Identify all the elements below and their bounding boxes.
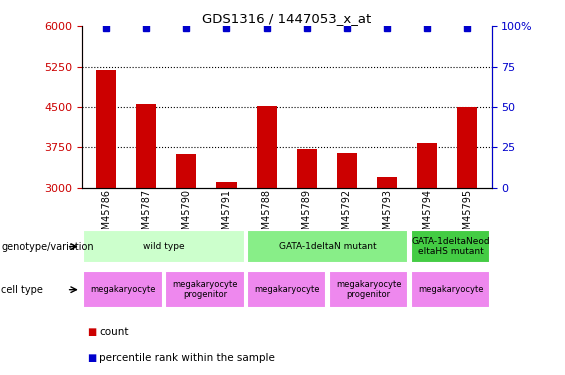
Bar: [216, 182, 237, 188]
Bar: [458, 107, 477, 188]
Text: wild type: wild type: [143, 242, 185, 251]
Title: GDS1316 / 1447053_x_at: GDS1316 / 1447053_x_at: [202, 12, 371, 25]
Text: ■: ■: [88, 353, 97, 363]
Text: megakaryocyte
progenitor: megakaryocyte progenitor: [336, 280, 401, 299]
Text: count: count: [99, 327, 128, 337]
Bar: [247, 230, 408, 263]
Text: megakaryocyte
progenitor: megakaryocyte progenitor: [172, 280, 237, 299]
Text: cell type: cell type: [1, 285, 43, 295]
Bar: [136, 104, 156, 188]
Text: percentile rank within the sample: percentile rank within the sample: [99, 353, 275, 363]
Text: megakaryocyte: megakaryocyte: [254, 285, 319, 294]
Text: GATA-1deltaNeod
eltaHS mutant: GATA-1deltaNeod eltaHS mutant: [411, 237, 490, 256]
Bar: [411, 230, 490, 263]
Text: megakaryocyte: megakaryocyte: [418, 285, 483, 294]
Bar: [337, 153, 357, 188]
Bar: [377, 177, 397, 188]
Bar: [329, 271, 408, 308]
Bar: [247, 271, 327, 308]
Bar: [411, 271, 490, 308]
Bar: [418, 143, 437, 188]
Text: genotype/variation: genotype/variation: [1, 242, 94, 252]
Text: megakaryocyte: megakaryocyte: [90, 285, 155, 294]
Bar: [83, 230, 245, 263]
Bar: [176, 154, 197, 188]
Bar: [257, 106, 277, 188]
Bar: [165, 271, 245, 308]
Bar: [297, 149, 317, 188]
Text: GATA-1deltaN mutant: GATA-1deltaN mutant: [279, 242, 376, 251]
Text: ■: ■: [88, 327, 97, 337]
Bar: [96, 70, 116, 188]
Bar: [83, 271, 163, 308]
